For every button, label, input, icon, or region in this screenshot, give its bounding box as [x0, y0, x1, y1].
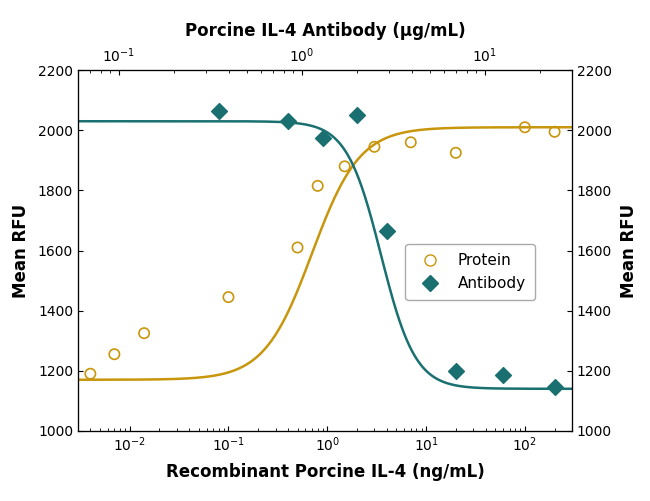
Point — [85, 370, 96, 378]
Legend: Protein, Antibody: Protein, Antibody — [406, 244, 535, 300]
Point — [223, 293, 233, 301]
Y-axis label: Mean RFU: Mean RFU — [12, 203, 29, 298]
Point — [109, 350, 120, 358]
Point — [498, 371, 508, 379]
Point — [313, 182, 323, 190]
Point — [318, 134, 328, 142]
Point — [450, 367, 461, 375]
Point — [549, 128, 560, 136]
Point — [369, 143, 380, 151]
Point — [406, 138, 416, 146]
Point — [519, 123, 530, 131]
Y-axis label: Mean RFU: Mean RFU — [621, 203, 638, 298]
Point — [339, 162, 350, 170]
Point — [549, 383, 560, 391]
X-axis label: Porcine IL-4 Antibody (μg/mL): Porcine IL-4 Antibody (μg/mL) — [185, 22, 465, 40]
Point — [352, 111, 362, 119]
Point — [214, 107, 224, 115]
Point — [292, 243, 303, 252]
Point — [139, 329, 150, 337]
Point — [450, 149, 461, 157]
X-axis label: Recombinant Porcine IL-4 (ng/mL): Recombinant Porcine IL-4 (ng/mL) — [166, 462, 484, 480]
Point — [283, 117, 293, 125]
Point — [382, 227, 392, 235]
